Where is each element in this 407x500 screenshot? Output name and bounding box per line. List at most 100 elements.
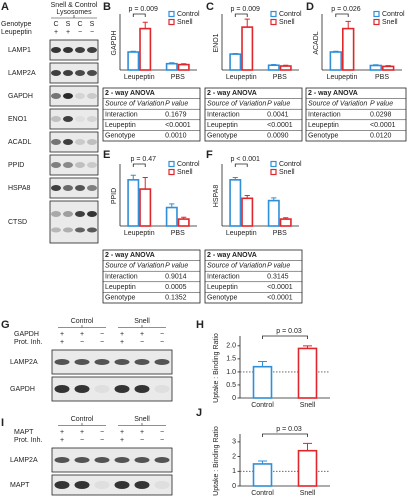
y-tick-label: 1.5 xyxy=(226,356,236,363)
error-bar xyxy=(303,442,312,451)
x-tick-label: PBS xyxy=(273,230,287,237)
row-label: LAMP2A xyxy=(10,457,38,464)
error-bar xyxy=(373,64,379,66)
table-cell: Interaction xyxy=(105,273,138,280)
error-bar xyxy=(385,65,391,67)
row-label: GAPDH xyxy=(14,331,39,338)
blot-band xyxy=(54,359,70,365)
legend-swatch xyxy=(168,18,175,26)
x-tick-label: Leupeptin xyxy=(124,230,155,237)
blot-band xyxy=(51,93,61,99)
y-tick-label: 0 xyxy=(232,483,236,490)
blot-band xyxy=(63,211,73,217)
table-border xyxy=(204,87,303,142)
sign: − xyxy=(100,339,104,346)
table-column-header: Source of Variation xyxy=(308,101,367,108)
bar xyxy=(252,463,273,487)
sign: − xyxy=(140,437,144,444)
blot-band xyxy=(54,457,70,463)
y-tick-label: 1.0 xyxy=(226,369,236,376)
blot-band xyxy=(51,116,61,122)
blot-band xyxy=(74,481,90,489)
blot-band xyxy=(54,481,70,489)
table-cell: Leupeptin xyxy=(105,122,136,129)
sign: − xyxy=(140,339,144,346)
bar xyxy=(139,27,152,71)
sign: − xyxy=(100,331,104,338)
blot-band xyxy=(94,457,110,463)
table-title: 2 - way ANOVA xyxy=(105,252,155,259)
lane-label: S xyxy=(66,21,71,28)
sign: − xyxy=(160,429,164,436)
table-cell: Genotype xyxy=(207,295,237,302)
sign: + xyxy=(140,331,144,338)
legend-swatch xyxy=(270,160,277,168)
sign: + xyxy=(80,331,84,338)
error-bar xyxy=(232,177,238,180)
blot-band xyxy=(154,359,170,365)
blot-band xyxy=(51,70,61,76)
x-tick-label: Leupeptin xyxy=(124,74,155,81)
blot-band xyxy=(114,385,130,393)
table-cell: Genotype xyxy=(308,133,338,140)
blot-band xyxy=(63,162,73,168)
sign: + xyxy=(120,429,124,436)
significance-bracket xyxy=(335,13,349,17)
legend-swatch xyxy=(373,10,380,18)
row-label: GAPDH xyxy=(10,386,35,393)
table-cell: 0.0005 xyxy=(165,284,187,291)
blot-band xyxy=(63,185,73,191)
x-tick-label: PBS xyxy=(273,74,287,81)
table-cell: Interaction xyxy=(105,111,138,118)
sign: + xyxy=(120,437,124,444)
panel-letter: I xyxy=(1,417,4,429)
table-title: 2 - way ANOVA xyxy=(207,252,257,259)
error-bar xyxy=(142,177,148,190)
table-cell: Interaction xyxy=(207,273,240,280)
table-column-header: Source of Variation xyxy=(105,101,164,108)
blot-band xyxy=(114,457,130,463)
table-column-header: P value xyxy=(267,263,290,270)
table-cell: Leupeptin xyxy=(105,284,136,291)
blot-band xyxy=(87,116,97,122)
blot-band xyxy=(51,227,61,233)
bar xyxy=(297,449,318,487)
table-cell: Genotype xyxy=(207,133,237,140)
table-cell: Leupeptin xyxy=(207,284,238,291)
sign: + xyxy=(60,429,64,436)
p-value: p = 0.03 xyxy=(276,328,302,335)
legend-label: Control xyxy=(177,11,200,18)
group-label: Snell xyxy=(134,318,150,325)
bar xyxy=(342,27,355,71)
x-tick-label: Control xyxy=(251,402,274,409)
sign: + xyxy=(60,331,64,338)
legend-label: Control xyxy=(177,161,200,168)
blot-band xyxy=(75,93,85,99)
sign: + xyxy=(140,429,144,436)
blot-band xyxy=(114,481,130,489)
blot-band xyxy=(114,359,130,365)
panel-letter: G xyxy=(1,319,10,331)
table-cell: <0.0001 xyxy=(267,122,293,129)
bar xyxy=(177,63,190,71)
panel-letter: J xyxy=(196,407,202,419)
blot-band xyxy=(51,47,61,53)
blot-band xyxy=(63,70,73,76)
table-cell: 0.0010 xyxy=(165,133,187,140)
lane-label: C xyxy=(77,21,82,28)
group-label: Control xyxy=(71,318,94,325)
sign: + xyxy=(80,429,84,436)
blot-band xyxy=(134,359,150,365)
blot-header: Snell & Control xyxy=(51,2,98,9)
table-cell: 0.1352 xyxy=(165,295,187,302)
error-bar xyxy=(303,345,312,349)
panel-letter: A xyxy=(1,1,9,13)
bar xyxy=(329,51,342,71)
table-column-header: Source of Variation xyxy=(105,263,164,270)
table-cell: Interaction xyxy=(308,111,341,118)
sign: + xyxy=(60,339,64,346)
p-value: p = 0.47 xyxy=(131,156,157,163)
blot-band xyxy=(75,70,85,76)
lane-label: S xyxy=(90,21,95,28)
